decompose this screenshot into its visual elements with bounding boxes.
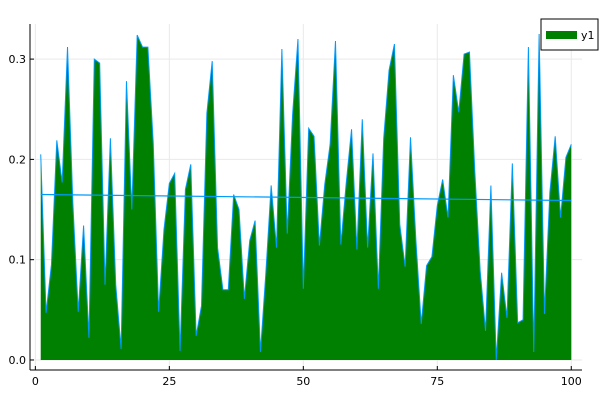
x-tick-label: 75 bbox=[430, 375, 444, 388]
y-tick-label: 0.0 bbox=[9, 354, 27, 367]
trend-line bbox=[40, 193, 572, 202]
legend-label-y1: y1 bbox=[581, 29, 595, 42]
x-tick-label: 0 bbox=[32, 375, 39, 388]
y-tick-label: 0.2 bbox=[9, 153, 27, 166]
series-area-y1 bbox=[40, 34, 572, 360]
legend-swatch bbox=[546, 31, 577, 39]
y-tick-label: 0.3 bbox=[9, 53, 27, 66]
series-line-y1 bbox=[40, 34, 572, 361]
y-tick-label: 0.1 bbox=[9, 254, 27, 267]
x-tick-label: 50 bbox=[296, 375, 310, 388]
series-area-layer bbox=[40, 34, 572, 361]
x-tick-label: 25 bbox=[162, 375, 176, 388]
x-tick-label: 100 bbox=[561, 375, 582, 388]
legend: y1 bbox=[540, 18, 599, 51]
axes: 0 25 50 75 100 0.0 0.1 0.2 0.3 bbox=[9, 24, 582, 388]
